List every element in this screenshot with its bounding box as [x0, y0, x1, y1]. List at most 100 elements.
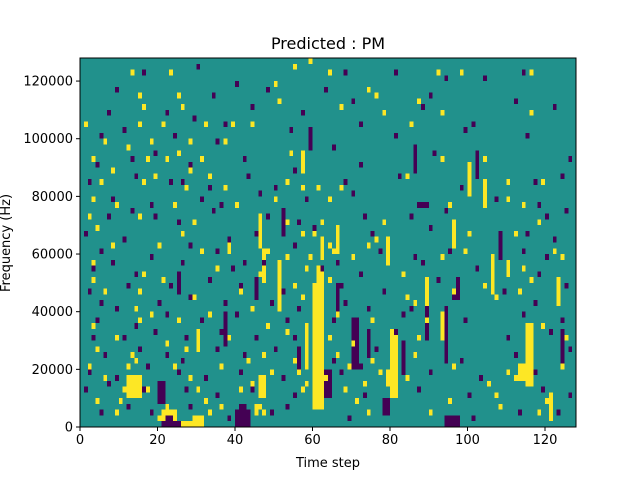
- heatmap-cell-high: [560, 254, 565, 260]
- heatmap-cell-high: [324, 375, 328, 381]
- heatmap-cell-low: [335, 282, 340, 312]
- heatmap-cell-low: [459, 184, 464, 191]
- x-tick-label: 20: [149, 433, 166, 448]
- heatmap-cell-high: [517, 288, 522, 295]
- heatmap-cell-low: [494, 196, 499, 203]
- heatmap-cell-high: [145, 156, 150, 162]
- heatmap-cell-low: [506, 334, 511, 341]
- heatmap-cell-high: [176, 150, 181, 157]
- heatmap-cell-low: [533, 369, 538, 376]
- heatmap-cell-low: [87, 288, 92, 295]
- heatmap-cell-high: [83, 121, 88, 128]
- heatmap-cell-low: [552, 104, 557, 110]
- heatmap-cell-low: [254, 334, 259, 341]
- heatmap-cell-high: [331, 248, 336, 255]
- heatmap-cell-low: [444, 207, 449, 214]
- heatmap-cell-low: [126, 282, 131, 289]
- heatmap-cell-high: [320, 236, 325, 260]
- heatmap-cell-high: [138, 392, 142, 399]
- heatmap-cell-high: [405, 375, 410, 381]
- heatmap-cell-low: [351, 190, 356, 197]
- heatmap-cell-low: [262, 259, 266, 266]
- heatmap-cell-low: [359, 161, 363, 168]
- heatmap-cell-high: [343, 386, 348, 393]
- heatmap-cell-low: [153, 213, 158, 220]
- heatmap-cell-low: [393, 328, 398, 335]
- heatmap-cell-low: [215, 138, 220, 145]
- heatmap-cell-high: [486, 380, 491, 387]
- heatmap-cell-low: [266, 213, 270, 220]
- heatmap-cell-high: [266, 248, 270, 255]
- heatmap-cell-high: [405, 173, 410, 180]
- heatmap-cell-low: [362, 213, 367, 220]
- heatmap-cell-high: [192, 415, 204, 427]
- heatmap-cell-low: [533, 300, 538, 306]
- heatmap-cell-high: [114, 202, 119, 208]
- heatmap-cell-low: [165, 415, 173, 422]
- heatmap-cell-high: [215, 265, 220, 272]
- heatmap-cell-high: [386, 236, 390, 266]
- heatmap-cell-low: [393, 132, 398, 139]
- heatmap-cell-low: [297, 219, 301, 226]
- heatmap-cell-high: [370, 357, 375, 364]
- heatmap-cell-high: [316, 305, 321, 312]
- heatmap-cell-low: [560, 173, 565, 180]
- heatmap-cell-low: [99, 132, 104, 139]
- heatmap-cell-high: [277, 98, 282, 105]
- heatmap-cell-high: [87, 213, 92, 220]
- heatmap-cell-low: [428, 225, 433, 231]
- heatmap-cell-low: [103, 352, 108, 358]
- heatmap-cell-high: [219, 363, 224, 370]
- heatmap-cell-high: [300, 184, 305, 191]
- heatmap-cell-high: [126, 392, 131, 399]
- heatmap-cell-low: [452, 294, 456, 301]
- heatmap-cell-low: [122, 334, 127, 341]
- heatmap-cell-high: [514, 375, 518, 381]
- heatmap-cell-low: [331, 144, 336, 151]
- y-tick-label: 100000: [23, 132, 73, 147]
- heatmap-cell-low: [413, 254, 418, 260]
- heatmap-cell-low: [428, 369, 433, 376]
- heatmap-cell-low: [250, 386, 255, 393]
- heatmap-cell-low: [343, 69, 348, 76]
- heatmap-cell-low: [165, 352, 170, 358]
- heatmap-cell-high: [537, 409, 542, 416]
- heatmap-cell-high: [207, 311, 212, 318]
- heatmap-cell-high: [161, 277, 166, 283]
- heatmap-cell-high: [227, 334, 232, 341]
- heatmap-cell-low: [471, 415, 476, 422]
- heatmap-cell-low: [463, 317, 468, 324]
- heatmap-cell-high: [138, 317, 142, 324]
- x-tick-label: 60: [304, 433, 321, 448]
- heatmap-cell-high: [196, 386, 201, 393]
- x-tick-label: 120: [533, 433, 558, 448]
- heatmap-cell-high: [188, 167, 193, 174]
- heatmap-cell-high: [355, 398, 359, 404]
- heatmap-cell-high: [95, 346, 100, 353]
- heatmap-cell-high: [320, 323, 325, 329]
- heatmap-cell-low: [107, 109, 111, 116]
- heatmap-cell-low: [498, 236, 503, 243]
- heatmap-cell-high: [300, 386, 305, 393]
- heatmap-cell-low: [134, 173, 139, 180]
- heatmap-cell-low: [122, 236, 127, 243]
- heatmap-cell-low: [502, 288, 507, 295]
- heatmap-cell-high: [328, 242, 332, 249]
- heatmap-cell-high: [246, 357, 251, 364]
- heatmap-cell-low: [169, 282, 173, 289]
- heatmap-cell-high: [176, 421, 193, 427]
- heatmap-cell-high: [235, 202, 239, 208]
- heatmap-cell-low: [285, 403, 290, 410]
- heatmap-cell-low: [87, 179, 92, 185]
- heatmap-cell-high: [448, 202, 452, 208]
- heatmap-cell-low: [362, 392, 367, 399]
- plot-frame: [79, 57, 577, 428]
- heatmap-cell-high: [161, 121, 166, 128]
- heatmap-cell-low: [192, 115, 197, 122]
- heatmap-cell-high: [440, 109, 445, 116]
- heatmap-cell-low: [149, 409, 154, 416]
- heatmap-cell-low: [266, 86, 270, 93]
- heatmap-cell-low: [436, 277, 441, 283]
- heatmap-cell-high: [207, 409, 212, 416]
- heatmap-cell-low: [211, 207, 216, 214]
